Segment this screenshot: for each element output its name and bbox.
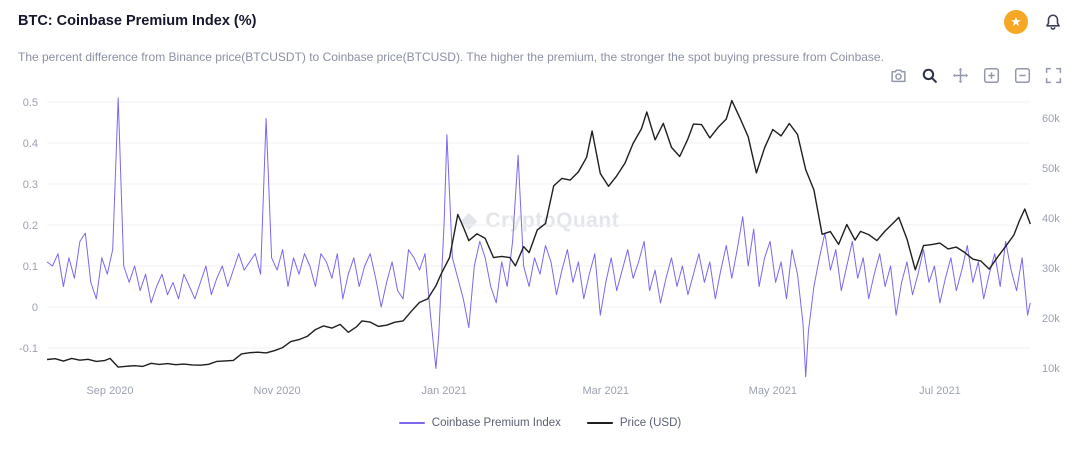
x-axis-tick-label: Jan 2021 (422, 385, 467, 397)
pan-button[interactable] (951, 66, 969, 84)
zoom-out-button[interactable] (1013, 66, 1031, 84)
camera-icon (890, 68, 906, 82)
reset-zoom-button[interactable] (1044, 66, 1062, 84)
notification-bell-button[interactable] (1042, 11, 1064, 33)
reset-zoom-icon (1045, 67, 1061, 83)
left-axis-tick-label: 0.1 (23, 261, 38, 273)
bell-icon (1046, 14, 1060, 30)
chart-toolbar (889, 66, 1062, 84)
right-axis-tick-label: 40k (1042, 213, 1060, 225)
right-axis-tick-label: 20k (1042, 313, 1060, 325)
left-axis-tick-label: 0.3 (23, 179, 38, 191)
left-axis-tick-label: -0.1 (19, 343, 38, 355)
series-line-premium (46, 97, 1031, 378)
pan-icon (952, 67, 968, 83)
price-line-swatch (586, 422, 613, 424)
left-axis-tick-label: 0.4 (23, 138, 38, 150)
left-axis-tick-label: 0 (32, 302, 38, 314)
series-line-price (46, 99, 1031, 368)
left-axis-tick-label: 0.2 (23, 220, 38, 232)
zoom-icon (922, 68, 937, 83)
camera-button[interactable] (889, 66, 907, 84)
x-axis-tick-label: Jul 2021 (919, 385, 961, 397)
legend-label-premium: Coinbase Premium Index (431, 417, 561, 429)
right-axis-tick-label: 50k (1042, 163, 1060, 175)
x-axis-tick-label: Sep 2020 (86, 385, 133, 397)
right-axis-tick-label: 30k (1042, 263, 1060, 275)
x-axis-tick-label: Mar 2021 (583, 385, 629, 397)
chart-subtitle: The percent difference from Binance pric… (18, 50, 884, 64)
favorite-star-button[interactable]: ★ (1004, 10, 1028, 34)
zoom-in-button[interactable] (982, 66, 1000, 84)
legend-item-premium[interactable]: Coinbase Premium Index (398, 417, 561, 429)
star-icon: ★ (1010, 14, 1022, 29)
legend-label-price: Price (USD) (619, 417, 682, 429)
legend: Coinbase Premium Index Price (USD) (0, 417, 1080, 429)
zoom-out-icon (1014, 67, 1030, 83)
page-title: BTC: Coinbase Premium Index (%) (18, 13, 257, 29)
right-axis-tick-label: 10k (1042, 363, 1060, 375)
legend-item-price[interactable]: Price (USD) (586, 417, 682, 429)
left-axis-tick-label: 0.5 (23, 97, 38, 109)
zoom-button[interactable] (920, 66, 938, 84)
x-axis-tick-label: Nov 2020 (254, 385, 301, 397)
premium-line-swatch (398, 422, 425, 424)
x-axis-tick-label: May 2021 (749, 385, 797, 397)
right-axis-tick-label: 60k (1042, 113, 1060, 125)
zoom-in-icon (983, 67, 999, 83)
header-icons: ★ (1004, 10, 1064, 34)
